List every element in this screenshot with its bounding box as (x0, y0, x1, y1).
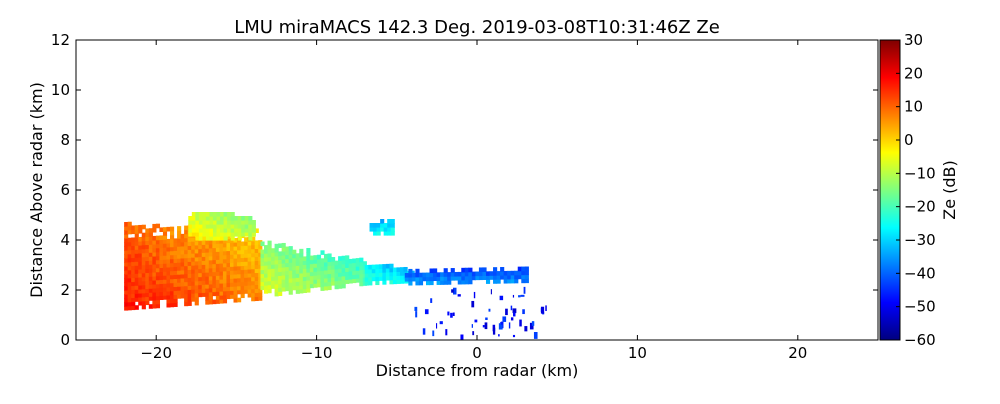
colorbar-label: Ze (dB) (940, 160, 959, 220)
colorbar (879, 39, 901, 341)
echo-region (188, 212, 256, 241)
y-tick-label: 12 (51, 31, 70, 49)
x-tick-label: 10 (628, 344, 647, 362)
colorbar-tick-label: −50 (904, 298, 936, 316)
colorbar-tick-label: −10 (904, 164, 936, 182)
x-tick-label: 0 (472, 344, 482, 362)
colorbar-tick-label: −20 (904, 198, 936, 216)
colorbar-tick-label: 10 (904, 98, 923, 116)
colorbar-tick-label: 0 (904, 131, 914, 149)
x-axis-ticks: −20 −10 0 10 20 (140, 40, 807, 362)
echo-region (260, 240, 367, 297)
colorbar-tick-label: −40 (904, 264, 936, 282)
colorbar-tick-label: −30 (904, 231, 936, 249)
echo-region (369, 219, 395, 236)
x-axis-label: Distance from radar (km) (376, 361, 579, 380)
y-tick-label: 4 (60, 231, 70, 249)
colorbar-tick-label: −60 (904, 331, 936, 349)
colorbar-tick-label: 20 (904, 64, 923, 82)
chart-title: LMU miraMACS 142.3 Deg. 2019-03-08T10:31… (234, 17, 720, 38)
colorbar-tick-label: 30 (904, 31, 923, 49)
y-axis-ticks: 0 2 4 6 8 10 12 (51, 31, 878, 349)
y-tick-label: 8 (60, 131, 70, 149)
y-axis-label: Distance Above radar (km) (27, 82, 46, 298)
echo-layer (124, 212, 547, 340)
y-tick-label: 2 (60, 281, 70, 299)
y-tick-label: 0 (60, 331, 70, 349)
ground-clutter (414, 286, 547, 340)
echo-region (404, 266, 529, 286)
x-tick-label: −10 (301, 344, 333, 362)
y-tick-label: 10 (51, 81, 70, 99)
y-tick-label: 6 (60, 181, 70, 199)
colorbar-ticks: 30 20 10 0 −10 −20 −30 −40 −50 −60 (896, 31, 936, 349)
x-tick-label: −20 (140, 344, 172, 362)
x-tick-label: 20 (788, 344, 807, 362)
